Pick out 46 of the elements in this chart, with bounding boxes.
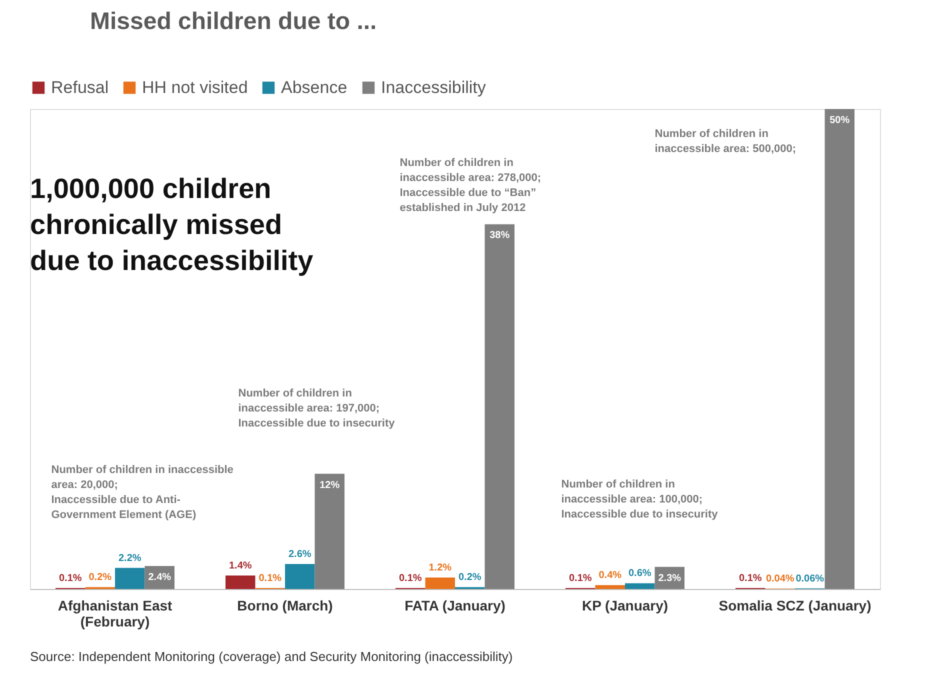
data-label: 12% xyxy=(320,480,340,491)
annotation: Number of children in inaccessible area: 100,000; Inaccessible due to insecurity xyxy=(561,478,719,521)
legend-label: Inaccessibility xyxy=(381,78,486,97)
annotation: Number of children in inaccessible area: 278,000; Inaccessible due to “Ban” established in July 2012 xyxy=(400,157,542,214)
bar xyxy=(824,109,854,589)
data-label: 0.1% xyxy=(398,573,422,584)
data-label: 0.2% xyxy=(88,572,112,584)
bar xyxy=(595,585,625,589)
legend-label: HH not visited xyxy=(142,78,248,97)
bar xyxy=(425,577,455,589)
data-label: 0.4% xyxy=(598,570,622,582)
data-label: 2.4% xyxy=(148,572,172,583)
data-label: 50% xyxy=(830,115,850,126)
legend-label: Absence xyxy=(281,78,348,97)
data-label: 0.1% xyxy=(258,573,282,584)
legend-label: Refusal xyxy=(51,78,109,97)
annotation: Number of children in inaccessible area: 20,000; Inaccessible due to Anti- Government Element (AGE) xyxy=(51,464,234,522)
data-label: 0.1% xyxy=(738,573,762,584)
x-tick-label: Afghanistan East (February) xyxy=(58,598,173,630)
x-tick-label: Borno (March) xyxy=(237,598,333,614)
data-label: 0.06% xyxy=(796,573,824,584)
data-label: 0.1% xyxy=(568,573,592,584)
data-label: 0.2% xyxy=(458,572,482,584)
bar xyxy=(314,474,344,589)
annotation: Number of children in inaccessible area: 500,000; xyxy=(654,128,796,156)
data-label: 2.2% xyxy=(118,552,142,564)
x-tick-label: KP (January) xyxy=(582,598,668,614)
x-tick-label: FATA (January) xyxy=(404,598,506,614)
data-label: 0.1% xyxy=(58,573,82,584)
data-label: 0.6% xyxy=(628,568,652,580)
bar xyxy=(625,583,655,589)
bar xyxy=(226,576,256,589)
data-label: 2.6% xyxy=(288,549,312,560)
data-label: 0.04% xyxy=(766,574,794,585)
bar xyxy=(484,224,514,589)
annotation: Number of children in inaccessible area: 197,000; Inaccessible due to insecurity xyxy=(238,387,396,430)
x-tick-label: Somalia SCZ (January) xyxy=(718,598,872,614)
data-label: 2.3% xyxy=(658,572,682,584)
data-label: 1.4% xyxy=(228,560,252,572)
annotation: 1,000,000 children chronically missed due to inaccessibility xyxy=(30,173,314,276)
source-note: Source: Independent Monitoring (coverage) and Security Monitoring (inaccessibility) xyxy=(30,649,513,664)
data-label: 38% xyxy=(490,230,510,242)
bar xyxy=(285,564,315,589)
chart-title: Missed children due to ... xyxy=(90,8,377,35)
bar xyxy=(115,568,145,589)
data-label: 1.2% xyxy=(428,562,452,574)
